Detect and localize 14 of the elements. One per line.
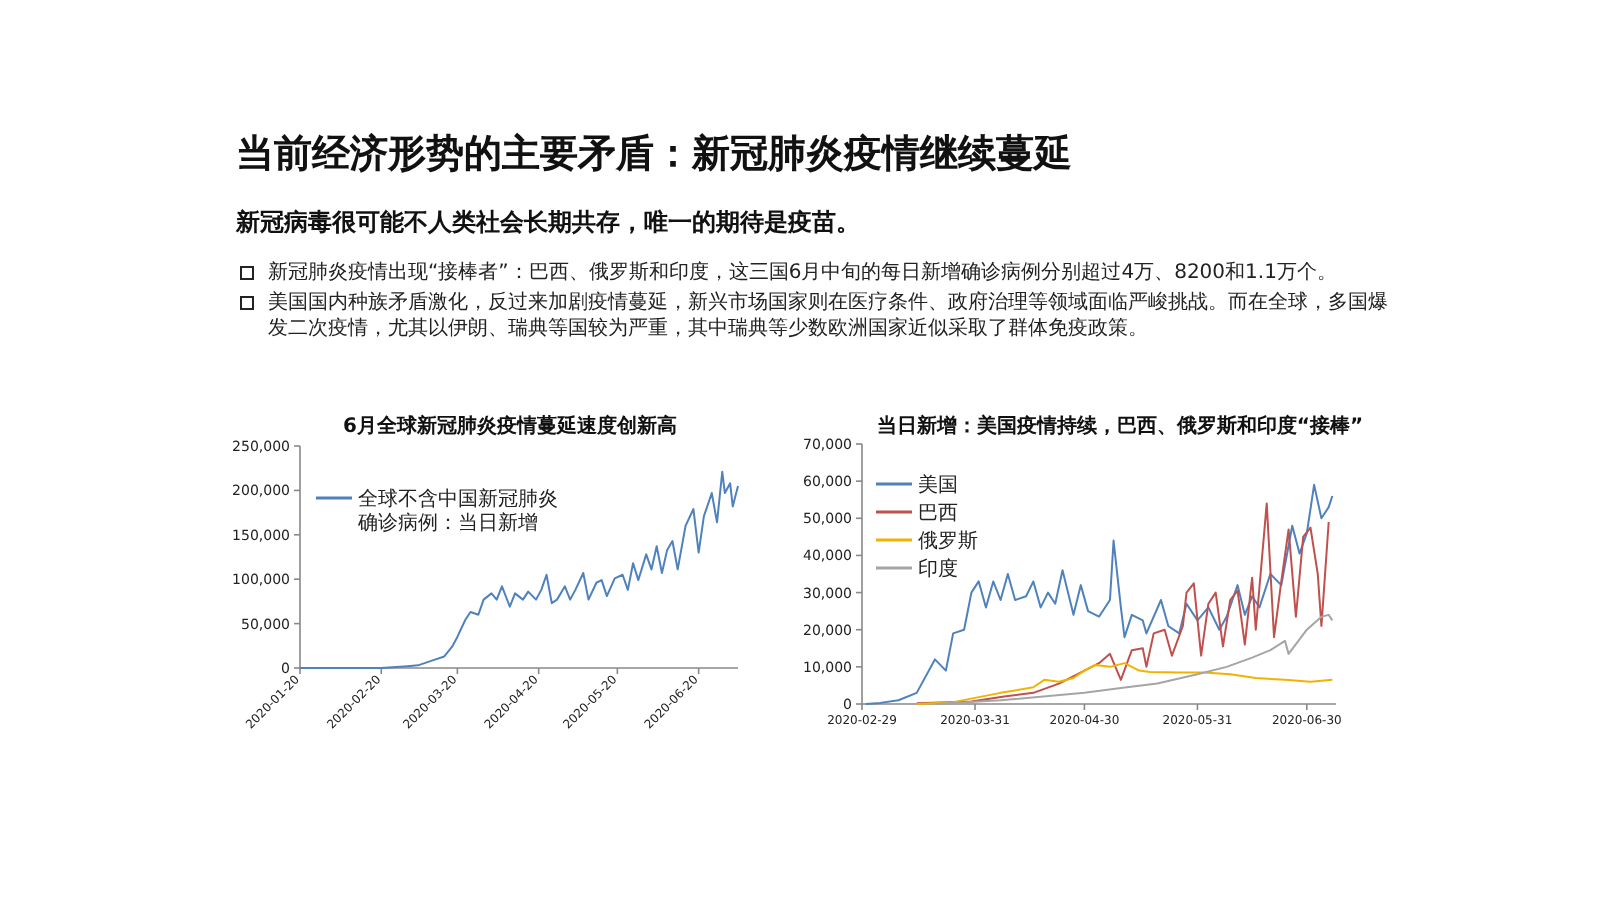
line-series [933, 613, 1334, 705]
text: 新冠病毒很可能不人类社会长期共存，唯一的期待是疫苗。 [236, 206, 860, 240]
line-series [915, 662, 1334, 705]
text: 新冠肺炎疫情出现“接棒者”：巴西、俄罗斯和印度，这三国6月中旬的每日新增确诊病例分别超过4万、8200和1.1万个。 [268, 262, 1337, 284]
chart-title: 当日新增：美国疫情持续，巴西、俄罗斯和印度“接棒” [876, 414, 1364, 438]
legend-label: 全球不含中国新冠肺炎确诊病例：当日新增 [356, 487, 558, 535]
legend-label: 美国 [918, 473, 958, 497]
legend-label: 俄罗斯 [918, 529, 978, 553]
line-series [915, 502, 1330, 705]
legend-label: 巴西 [918, 503, 958, 525]
text: 当前经济形势的主要矛盾：新冠肺炎疫情继续蔓延 [236, 130, 1072, 180]
text: 美国国内种族矛盾激化，反过来加剧疫情蔓延，新兴市场国家则在医疗条件、政府治理等领域面临严峻挑战。而在全球，多国爆发二次疫情，尤其以伊朗、瑞典等国较为严重，其中瑞典等少数欧洲国家近似采取了群体免疫政策。 [268, 292, 1388, 340]
legend-label: 印度 [918, 557, 958, 581]
chart-title: 6月全球新冠肺炎疫情蔓延速度创新高 [343, 414, 677, 438]
